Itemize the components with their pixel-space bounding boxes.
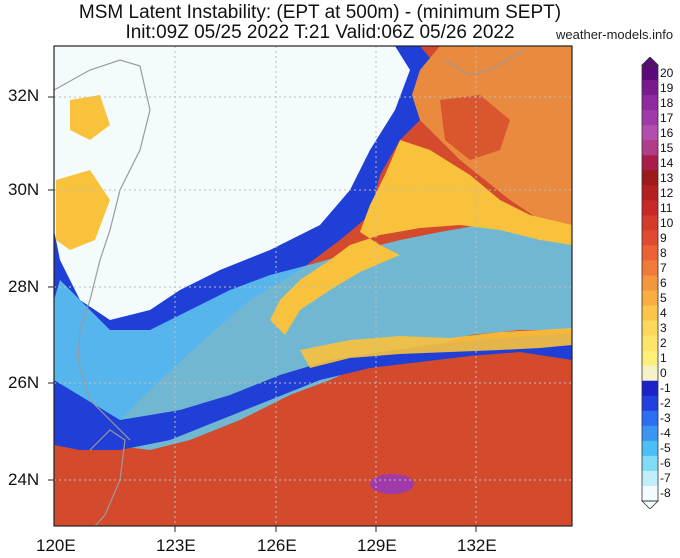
colorbar-tick-label: -8	[660, 486, 671, 501]
colorbar-swatch	[642, 125, 658, 141]
colorbar-swatch	[642, 230, 658, 246]
lon-label-123e: 123E	[156, 536, 196, 555]
colorbar-swatch	[642, 275, 658, 292]
colorbar-tick-label: 4	[660, 306, 667, 321]
colorbar-swatch	[642, 365, 658, 382]
colorbar-swatch	[642, 95, 658, 111]
map-subtitle: Init:09Z 05/25 2022 T:21 Valid:06Z 05/26…	[125, 22, 515, 43]
colorbar-tick-label: 10	[660, 215, 674, 230]
colorbar-swatch	[642, 200, 658, 216]
yellow-patch-west2	[70, 95, 110, 140]
colorbar-swatch	[642, 455, 658, 472]
colorbar-swatch	[642, 245, 658, 261]
lon-label-120e: 120E	[36, 536, 76, 555]
colorbar-swatch	[642, 335, 658, 352]
colorbar-bottom-arrow	[641, 500, 659, 509]
colorbar-swatch	[642, 185, 658, 201]
colorbar-tick-label: 15	[660, 140, 674, 155]
colorbar-tick-label: 11	[660, 200, 673, 215]
colorbar-tick-label: 7	[660, 260, 667, 275]
colorbar-tick-label: -4	[660, 426, 671, 441]
colorbar-swatch	[642, 305, 658, 322]
colorbar-swatch	[642, 395, 658, 412]
colorbar-tick-label: 2	[660, 336, 667, 351]
colorbar-swatch	[642, 470, 658, 487]
colorbar-tick-label: 3	[660, 321, 667, 336]
colorbar-swatch	[642, 80, 658, 96]
colorbar-swatch	[642, 350, 658, 367]
taiwan-outline	[89, 429, 126, 526]
colorbar-swatch	[642, 155, 658, 171]
colorbar-swatch	[642, 65, 658, 81]
lat-label-30n: 30N	[8, 180, 40, 199]
colorbar-swatch	[642, 170, 658, 186]
lat-label-32n: 32N	[8, 86, 40, 105]
colorbar-tick-label: 0	[660, 366, 667, 381]
boundary-blue	[54, 334, 572, 450]
colorbar-swatch	[642, 380, 658, 397]
colorbar-tick-label: 17	[660, 110, 674, 125]
lon-label-132e: 132E	[457, 536, 497, 555]
lat-label-26n: 26N	[8, 373, 40, 392]
colorbar-tick-label: -7	[660, 471, 671, 486]
colorbar-tick-label: 12	[660, 185, 674, 200]
colorbar-swatch	[642, 110, 658, 126]
colorbar-frame	[641, 64, 659, 502]
yellow-tongue-east	[270, 140, 572, 335]
colorbar	[641, 57, 659, 509]
colorbar-swatch	[642, 215, 658, 231]
colorbar-tick-label: 8	[660, 245, 667, 260]
colorbar-tick-label: -5	[660, 441, 671, 456]
colorbar-swatch	[642, 260, 658, 276]
dry-white-region	[54, 46, 410, 320]
colorbar-tick-label: 16	[660, 125, 674, 140]
colorbar-tick-label: 20	[660, 65, 674, 80]
colorbar-tick-label: -2	[660, 396, 671, 411]
colorbar-swatch	[642, 320, 658, 337]
colorbar-tick-label: 5	[660, 291, 667, 306]
lat-label-24n: 24N	[8, 470, 40, 489]
colorbar-tick-label: 19	[660, 80, 674, 95]
colorbar-tick-label: 14	[660, 155, 674, 170]
colorbar-swatch	[642, 485, 658, 502]
source-credit: weather-models.info	[556, 27, 674, 42]
colorbar-tick-label: -6	[660, 456, 671, 471]
colorbar-tick-label: -1	[660, 381, 671, 396]
colorbar-tick-label: 18	[660, 95, 674, 110]
purple-spot	[370, 474, 414, 494]
plot-frame	[53, 45, 573, 527]
colorbar-swatch	[642, 425, 658, 442]
yellow-streak-south	[300, 328, 572, 368]
lon-label-129e: 129E	[357, 536, 397, 555]
cyan-band	[54, 220, 572, 450]
colorbar-tick-label: 6	[660, 276, 667, 290]
coastline	[54, 59, 151, 441]
grid	[54, 46, 572, 526]
colorbar-swatch	[642, 410, 658, 427]
colorbar-tick-label: -3	[660, 411, 671, 426]
colorbar-swatch	[642, 140, 658, 156]
coastline-japan	[444, 49, 526, 76]
colorbar-top-arrow	[641, 57, 659, 66]
red-core-northeast	[440, 95, 510, 160]
lon-label-126e: 126E	[257, 536, 297, 555]
map-title: MSM Latent Instability: (EPT at 500m) - …	[78, 2, 562, 23]
colorbar-tick-label: 13	[660, 170, 674, 185]
colorbar-tick-label: 9	[660, 230, 667, 245]
lat-label-28n: 28N	[8, 277, 40, 296]
colorbar-swatch	[642, 290, 658, 307]
colorbar-swatch	[642, 440, 658, 457]
colorbar-tick-label: 1	[660, 351, 667, 366]
